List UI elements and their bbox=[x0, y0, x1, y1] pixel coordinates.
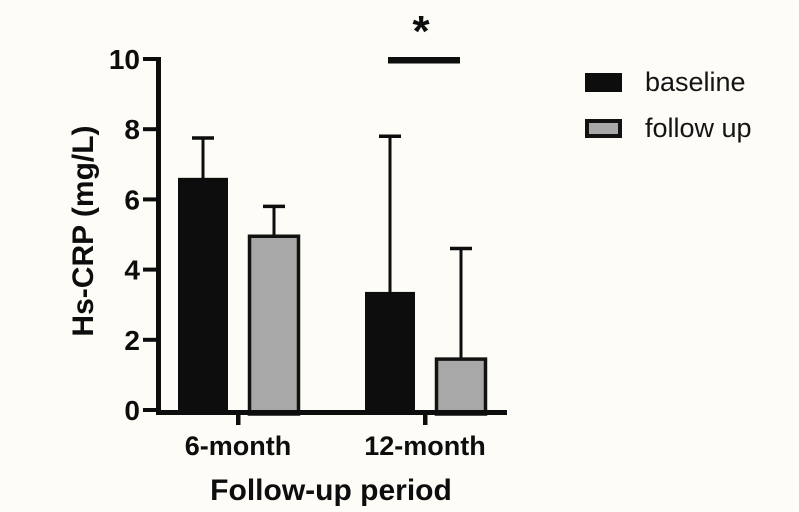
baseline-color-swatch bbox=[585, 72, 622, 92]
y-tick-label: 4 bbox=[124, 255, 140, 286]
legend-item-follow-up: follow up bbox=[585, 113, 752, 143]
legend: baseline follow up bbox=[585, 67, 752, 164]
y-axis-title: Hs-CRP (mg/L) bbox=[67, 125, 100, 337]
y-tick-label: 8 bbox=[124, 114, 140, 145]
x-tick-label: 6-month bbox=[185, 431, 291, 461]
x-axis-line bbox=[156, 410, 507, 415]
bar-follow-up-12-month bbox=[434, 357, 488, 416]
legend-label-follow-up: follow up bbox=[645, 112, 752, 143]
legend-label-baseline: baseline bbox=[645, 66, 746, 97]
bar-baseline-12-month bbox=[365, 291, 415, 415]
y-tick bbox=[143, 57, 156, 61]
x-tick-label: 12-month bbox=[364, 431, 486, 461]
legend-item-baseline: baseline bbox=[585, 67, 752, 97]
y-axis-line bbox=[156, 57, 161, 415]
y-tick-label: 2 bbox=[124, 325, 140, 356]
x-tick bbox=[236, 414, 241, 425]
bar-follow-up-6-month bbox=[247, 234, 301, 416]
x-tick bbox=[423, 414, 428, 425]
follow-up-color-swatch bbox=[585, 118, 622, 138]
significance-line bbox=[388, 57, 460, 64]
y-tick-label: 0 bbox=[124, 395, 140, 426]
significance-asterisk: * bbox=[412, 7, 430, 56]
y-tick bbox=[143, 408, 156, 412]
bar-baseline-6-month bbox=[178, 177, 228, 415]
x-axis-title: Follow-up period bbox=[210, 474, 452, 507]
y-tick-label: 6 bbox=[124, 184, 140, 215]
y-tick bbox=[143, 337, 156, 342]
y-tick bbox=[143, 197, 156, 202]
y-tick bbox=[143, 267, 156, 272]
y-tick-label: 10 bbox=[109, 44, 140, 75]
y-tick bbox=[143, 127, 156, 132]
